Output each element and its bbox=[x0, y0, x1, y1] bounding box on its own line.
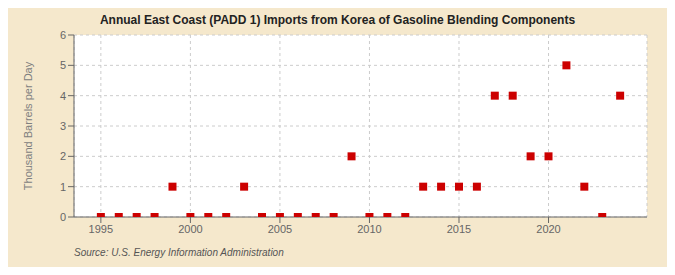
svg-text:1995: 1995 bbox=[89, 223, 113, 235]
svg-text:3: 3 bbox=[60, 120, 66, 132]
svg-text:5: 5 bbox=[60, 59, 66, 71]
svg-text:2: 2 bbox=[60, 150, 66, 162]
svg-text:6: 6 bbox=[60, 29, 66, 41]
svg-text:0: 0 bbox=[60, 211, 66, 223]
html-text:Annual East Coast (PADD 1) Imp: Annual East Coast (PADD 1) Imports from … bbox=[99, 13, 576, 27]
svg-text:Thousand Barrels per Day: Thousand Barrels per Day bbox=[22, 61, 34, 190]
svg-text:1: 1 bbox=[60, 181, 66, 193]
html-text:Source: U.S. Energy Informatio: Source: U.S. Energy Information Administ… bbox=[74, 247, 284, 258]
svg-text:2000: 2000 bbox=[178, 223, 202, 235]
svg-text:4: 4 bbox=[60, 90, 66, 102]
svg-text:2010: 2010 bbox=[357, 223, 381, 235]
svg-text:2015: 2015 bbox=[447, 223, 471, 235]
svg-text:2020: 2020 bbox=[536, 223, 560, 235]
svg-text:2005: 2005 bbox=[268, 223, 292, 235]
